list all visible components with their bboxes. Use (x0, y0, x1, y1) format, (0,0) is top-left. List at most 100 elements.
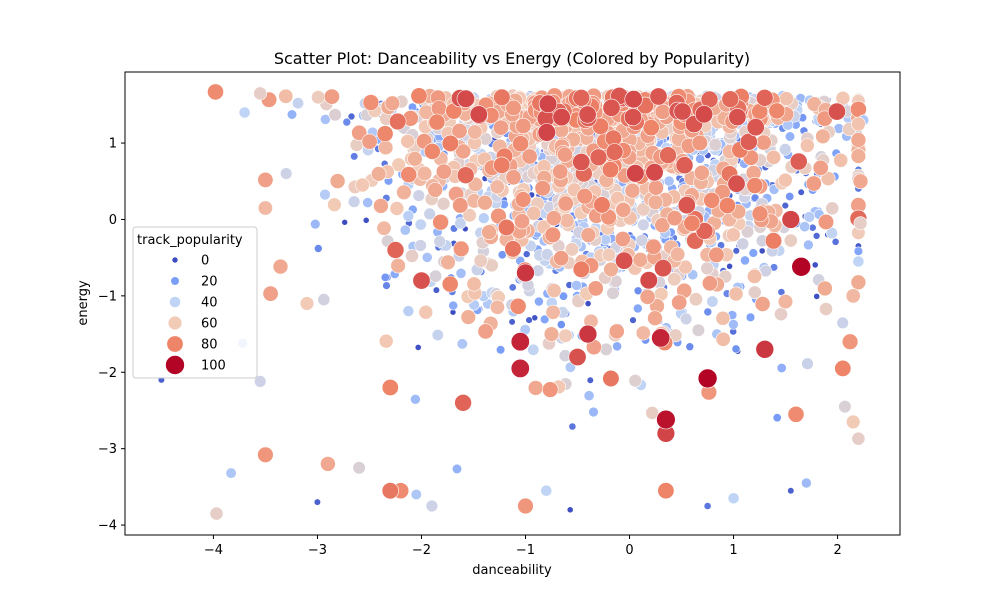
scatter-point (639, 288, 656, 305)
scatter-point (310, 218, 321, 230)
scatter-point (645, 405, 660, 420)
y-tick-label: 1 (109, 137, 117, 152)
scatter-point (378, 333, 394, 349)
scatter-point (539, 314, 550, 325)
scatter-point (728, 108, 747, 127)
scatter-point (852, 255, 865, 268)
scatter-point (517, 497, 534, 515)
legend-label: 100 (201, 359, 226, 374)
scatter-point (803, 211, 815, 223)
scatter-point (566, 506, 574, 514)
scatter-point (400, 166, 418, 184)
scatter-point (820, 171, 836, 186)
scatter-point (207, 83, 224, 101)
scatter-point (433, 235, 446, 248)
scatter-point (505, 169, 522, 186)
scatter-point (758, 247, 766, 255)
scatter-point (718, 197, 736, 215)
scatter-point (663, 175, 675, 187)
scatter-point (639, 271, 658, 290)
scatter-point (746, 177, 764, 194)
legend: track_popularity 0 20 40 60 80 100 (132, 226, 258, 379)
scatter-point (715, 331, 731, 347)
scatter-point (489, 179, 505, 195)
legend-label: 40 (201, 296, 218, 311)
scatter-point (811, 261, 819, 269)
x-tick-label: −2 (412, 543, 431, 558)
legend-box (132, 226, 258, 379)
scatter-point (328, 108, 342, 122)
scatter-point (371, 166, 387, 182)
scatter-point (558, 328, 573, 343)
scatter-point (812, 159, 829, 176)
scatter-point (418, 304, 434, 320)
scatter-point (801, 477, 812, 489)
scatter-point (654, 217, 671, 234)
legend-entries: 0 20 40 60 80 100 (165, 254, 226, 375)
scatter-point (785, 192, 795, 202)
scatter-point (410, 488, 422, 501)
scatter-point (647, 194, 664, 211)
scatter-point (812, 232, 821, 240)
scatter-point (739, 132, 758, 151)
scatter-point (677, 196, 696, 215)
scatter-point (373, 198, 389, 214)
scatter-point (456, 89, 475, 108)
scatter-point (649, 87, 668, 106)
scatter-point (667, 272, 682, 287)
scatter-point (389, 201, 405, 216)
scatter-point (708, 246, 725, 263)
scatter-point (721, 90, 740, 108)
scatter-point (647, 310, 663, 327)
scatter-point (421, 251, 433, 263)
scatter-point (327, 197, 342, 212)
scatter-point (428, 113, 446, 131)
scatter-point (850, 132, 867, 148)
scatter-point (683, 214, 701, 232)
scatter-point (578, 105, 597, 124)
scatter-point (436, 197, 451, 211)
scatter-point (380, 272, 390, 282)
scatter-point (779, 91, 794, 107)
scatter-point (342, 117, 352, 127)
scatter-point (466, 276, 482, 292)
scatter-point (636, 202, 651, 217)
scatter-point (313, 498, 322, 506)
scatter-point (580, 227, 597, 243)
y-tick-label: −4 (98, 519, 117, 534)
scatter-point (317, 293, 331, 306)
scatter-point (589, 148, 608, 167)
scatter-point (320, 456, 336, 472)
scatter-point (568, 347, 587, 366)
scatter-point (645, 238, 662, 255)
scatter-point (537, 123, 556, 142)
scatter-point (423, 142, 441, 160)
scatter-point (657, 482, 675, 500)
scatter-point (509, 297, 527, 315)
scatter-point (805, 175, 822, 192)
scatter-point (787, 487, 795, 495)
scatter-point (747, 285, 762, 300)
scatter-point (513, 213, 530, 230)
scatter-point (541, 381, 559, 398)
scatter-point (410, 393, 421, 405)
x-tick-label: 0 (625, 543, 633, 558)
scatter-point (691, 323, 706, 337)
scatter-point (727, 492, 740, 505)
scatter-point (505, 99, 522, 116)
scatter-point (423, 207, 436, 221)
scatter-point (825, 201, 840, 216)
scatter-point (632, 251, 649, 268)
scatter-point (400, 134, 416, 149)
scatter-point (355, 177, 370, 193)
scatter-point (748, 248, 758, 258)
scatter-point (469, 105, 488, 124)
scatter-point (732, 247, 740, 255)
scatter-point (405, 248, 419, 263)
scatter-point (452, 197, 469, 214)
scatter-point (637, 218, 650, 232)
scatter-point (510, 332, 530, 352)
scatter-point (412, 189, 425, 202)
scatter-point (209, 506, 224, 521)
scatter-point (504, 240, 522, 258)
